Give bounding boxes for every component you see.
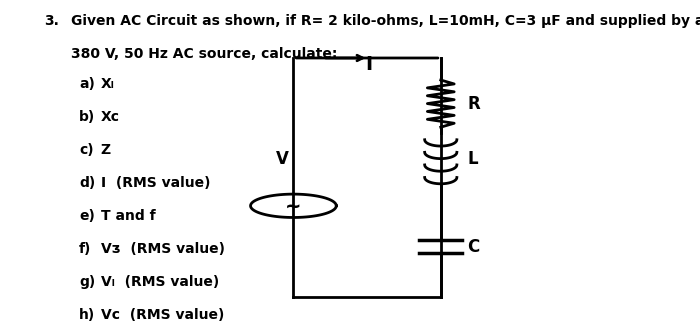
Text: a): a) (79, 77, 95, 91)
Text: V: V (276, 150, 289, 168)
Text: h): h) (79, 308, 95, 322)
Text: I: I (365, 55, 372, 74)
Text: Xₗ: Xₗ (101, 77, 114, 91)
Text: 380 V, 50 Hz AC source, calculate:: 380 V, 50 Hz AC source, calculate: (71, 47, 337, 61)
Text: d): d) (79, 176, 95, 190)
Text: Vᴄ  (RMS value): Vᴄ (RMS value) (101, 308, 224, 322)
Text: T and f: T and f (101, 209, 155, 223)
Text: b): b) (79, 110, 95, 124)
Text: Vₗ  (RMS value): Vₗ (RMS value) (101, 275, 219, 289)
Text: ~: ~ (285, 196, 302, 215)
Text: L: L (468, 150, 478, 168)
Text: Given AC Circuit as shown, if R= 2 kilo-ohms, L=10mH, C=3 μF and supplied by a: Given AC Circuit as shown, if R= 2 kilo-… (71, 14, 700, 28)
Text: Vᴣ  (RMS value): Vᴣ (RMS value) (101, 242, 225, 256)
Text: R: R (468, 95, 480, 112)
Text: I  (RMS value): I (RMS value) (101, 176, 210, 190)
Text: e): e) (79, 209, 95, 223)
Text: 3.: 3. (44, 14, 59, 28)
Text: f): f) (79, 242, 92, 256)
Text: Xᴄ: Xᴄ (101, 110, 120, 124)
Text: g): g) (79, 275, 95, 289)
Text: Z: Z (101, 143, 111, 157)
Text: C: C (468, 238, 480, 256)
Text: c): c) (79, 143, 94, 157)
